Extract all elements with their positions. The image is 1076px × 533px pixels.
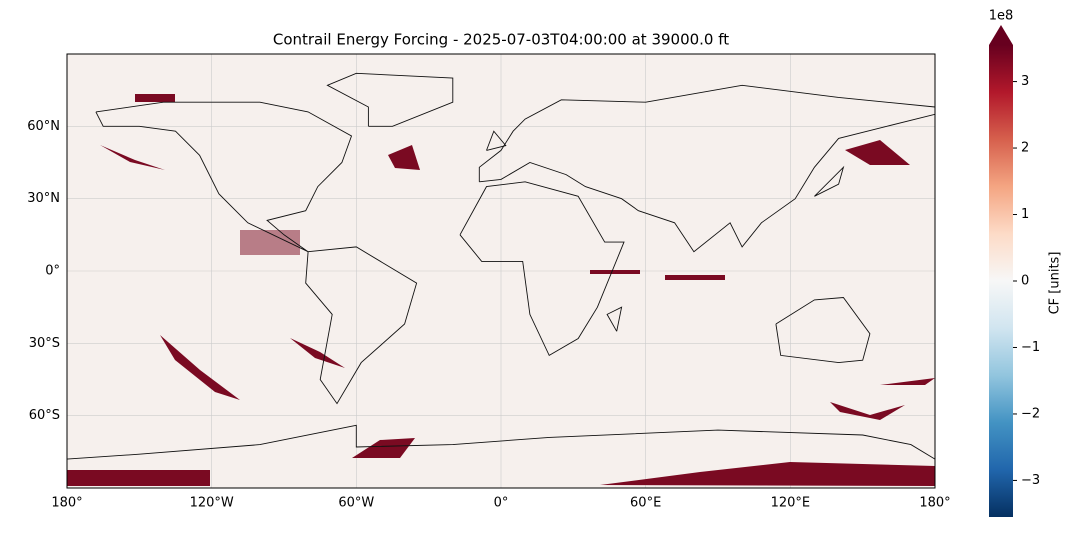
y-tick-label: 60°S <box>29 408 60 423</box>
coastline <box>459 181 625 357</box>
forcing-patch <box>845 140 910 165</box>
colorbar <box>989 45 1013 517</box>
coastline <box>478 84 935 253</box>
x-tick-label: 120°E <box>771 496 811 511</box>
coastline <box>67 424 935 460</box>
x-tick-label: 120°W <box>190 496 234 511</box>
x-tick-label: 60°E <box>630 496 661 511</box>
x-tick-label: 180° <box>919 496 950 511</box>
coastline <box>305 246 418 405</box>
colorbar-extend <box>989 25 1013 45</box>
colorbar-label: CF [units] <box>1048 252 1063 315</box>
coastlines <box>67 72 935 460</box>
x-tick-label: 180° <box>51 496 82 511</box>
colorbar-offset: 1e8 <box>989 9 1014 24</box>
coastline <box>814 165 845 197</box>
forcing-patch <box>240 230 300 255</box>
y-tick-label: 60°N <box>27 119 60 134</box>
forcing-patch <box>388 145 420 170</box>
colorbar-tick-label: −2 <box>1021 406 1040 421</box>
map-layers <box>67 54 935 488</box>
grid <box>67 54 935 488</box>
chart-title: Contrail Energy Forcing - 2025-07-03T04:… <box>273 31 729 49</box>
colorbar-tick-label: −3 <box>1021 473 1040 488</box>
map-frame <box>66 53 936 489</box>
forcing-patch <box>830 402 905 420</box>
forcing-patch <box>600 462 935 486</box>
coastline <box>486 130 507 151</box>
forcing-patch <box>590 270 640 274</box>
forcing-patch <box>880 378 935 385</box>
coastline <box>775 297 871 364</box>
y-tick-label: 30°S <box>29 336 60 351</box>
forcing-patches <box>67 94 935 486</box>
coastline <box>95 101 353 253</box>
forcing-patch <box>352 438 415 458</box>
forcing-patch <box>67 470 210 486</box>
y-tick-label: 30°N <box>27 191 60 206</box>
colorbar-tick-label: 0 <box>1021 274 1029 289</box>
colorbar-tick-label: 2 <box>1021 141 1029 156</box>
x-tick-label: 0° <box>494 496 509 511</box>
forcing-patch <box>665 275 725 280</box>
colorbar-tick-label: −1 <box>1021 340 1040 355</box>
colorbar-tick-label: 3 <box>1021 74 1029 89</box>
coastline <box>606 306 623 332</box>
coastline <box>326 72 454 127</box>
colorbar-tick-label: 1 <box>1021 207 1029 222</box>
forcing-patch <box>290 338 345 368</box>
forcing-patch <box>135 94 175 102</box>
y-tick-label: 0° <box>45 264 60 279</box>
x-tick-label: 60°W <box>338 496 374 511</box>
